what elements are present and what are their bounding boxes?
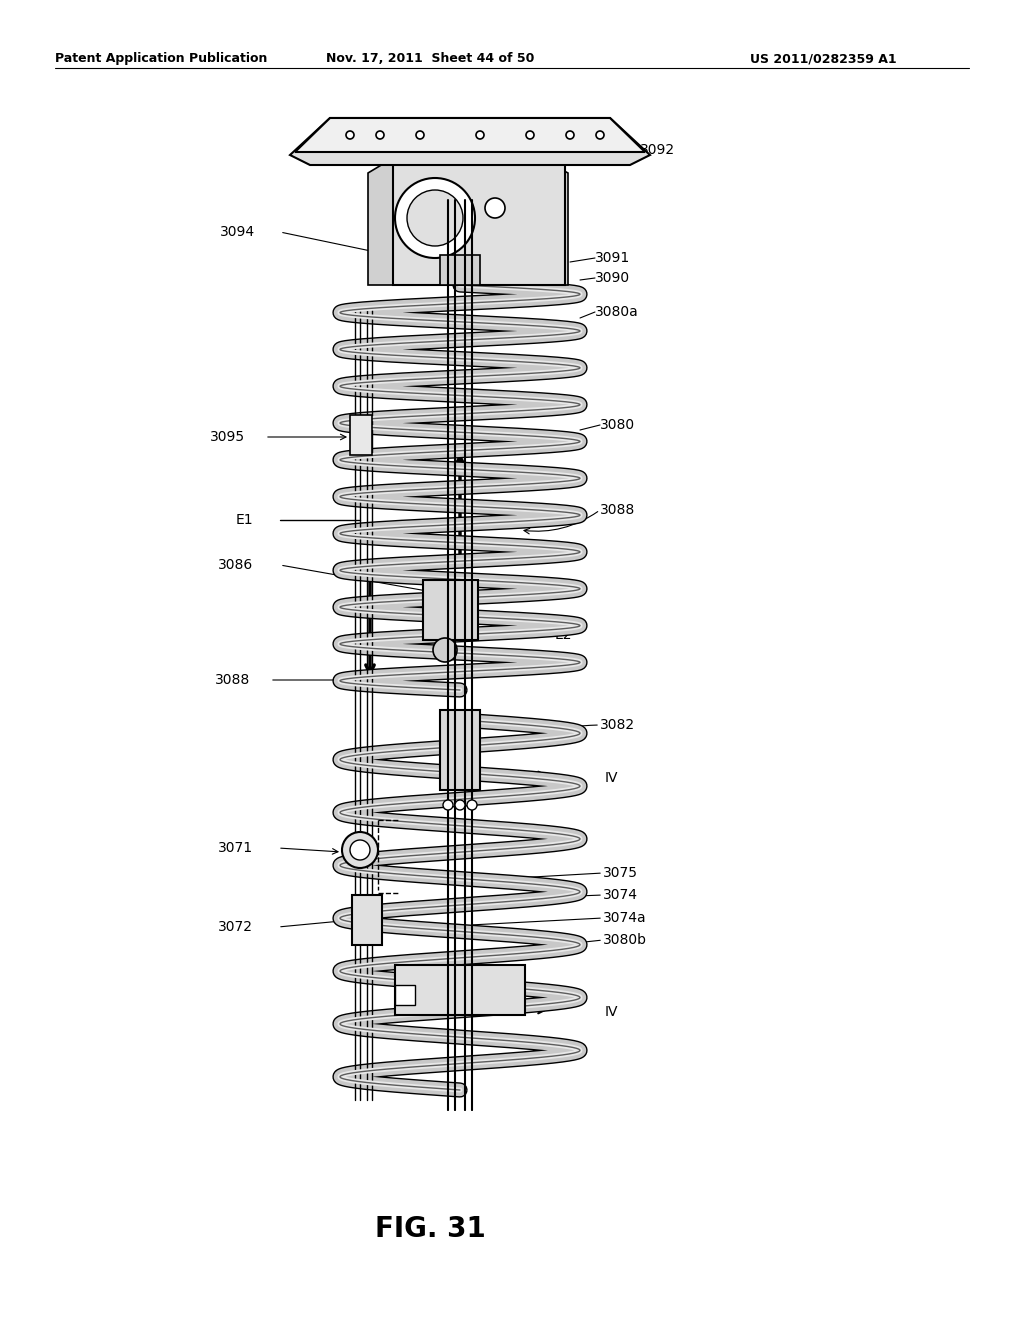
FancyBboxPatch shape [350, 414, 372, 455]
FancyBboxPatch shape [440, 255, 480, 285]
Circle shape [596, 131, 604, 139]
Circle shape [566, 131, 574, 139]
Text: 3071: 3071 [218, 841, 253, 855]
Circle shape [455, 800, 465, 810]
Text: 3074: 3074 [603, 888, 638, 902]
Polygon shape [368, 158, 393, 285]
Circle shape [342, 832, 378, 869]
Circle shape [416, 131, 424, 139]
Text: 3075: 3075 [603, 866, 638, 880]
Circle shape [526, 131, 534, 139]
Circle shape [433, 638, 457, 663]
Text: 3080b: 3080b [603, 933, 647, 946]
Text: 3094: 3094 [220, 224, 255, 239]
Text: Patent Application Publication: Patent Application Publication [55, 51, 267, 65]
Text: US 2011/0282359 A1: US 2011/0282359 A1 [750, 51, 897, 65]
Text: E1: E1 [236, 513, 254, 527]
Text: IV: IV [605, 1005, 618, 1019]
Circle shape [376, 131, 384, 139]
Text: E2: E2 [555, 628, 572, 642]
Text: FIG. 31: FIG. 31 [375, 1214, 485, 1243]
Text: 3091: 3091 [595, 251, 630, 265]
Circle shape [346, 131, 354, 139]
Text: 3095: 3095 [210, 430, 245, 444]
Text: 3086: 3086 [218, 558, 253, 572]
Text: 3088: 3088 [600, 503, 635, 517]
FancyBboxPatch shape [440, 710, 480, 789]
Polygon shape [290, 117, 650, 165]
Text: 3080a: 3080a [595, 305, 639, 319]
Circle shape [350, 840, 370, 861]
Text: 3082: 3082 [600, 718, 635, 733]
Text: 3090: 3090 [595, 271, 630, 285]
Circle shape [467, 800, 477, 810]
Text: Nov. 17, 2011  Sheet 44 of 50: Nov. 17, 2011 Sheet 44 of 50 [326, 51, 535, 65]
Circle shape [443, 800, 453, 810]
Circle shape [407, 190, 463, 246]
FancyBboxPatch shape [423, 579, 478, 640]
Text: 3074a: 3074a [603, 911, 646, 925]
Text: IV: IV [605, 771, 618, 785]
FancyBboxPatch shape [395, 985, 415, 1005]
FancyBboxPatch shape [395, 965, 525, 1015]
Text: 3080: 3080 [600, 418, 635, 432]
FancyBboxPatch shape [352, 895, 382, 945]
Text: 3072: 3072 [218, 920, 253, 935]
Text: 3088: 3088 [215, 673, 250, 686]
Polygon shape [295, 117, 645, 152]
Circle shape [476, 131, 484, 139]
FancyBboxPatch shape [393, 158, 565, 285]
Circle shape [485, 198, 505, 218]
Circle shape [395, 178, 475, 257]
Polygon shape [540, 158, 568, 285]
Text: 3092: 3092 [640, 143, 675, 157]
